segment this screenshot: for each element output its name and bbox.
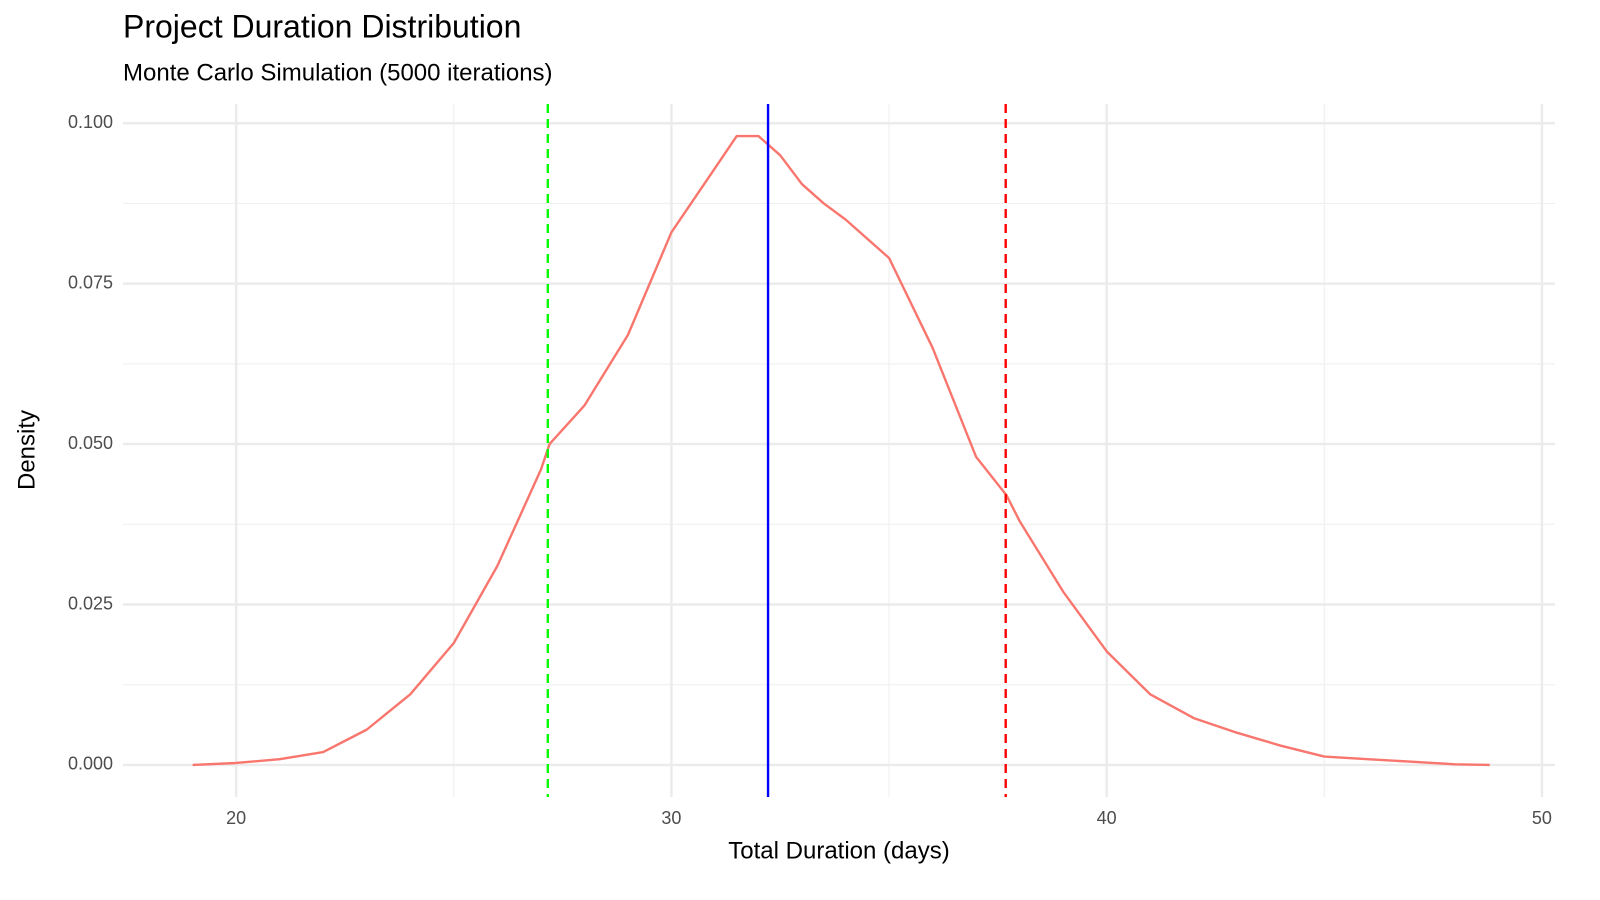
chart-subtitle: Monte Carlo Simulation (5000 iterations)	[123, 59, 553, 86]
density-line	[192, 134, 1490, 767]
x-tick-label: 50	[1532, 808, 1552, 828]
x-axis-title: Total Duration (days)	[728, 837, 949, 864]
chart-title: Project Duration Distribution	[123, 8, 521, 44]
x-tick-label: 30	[661, 808, 681, 828]
y-tick-label: 0.075	[68, 272, 113, 292]
y-tick-label: 0.025	[68, 593, 113, 613]
x-tick-label: 20	[226, 808, 246, 828]
y-tick-label: 0.000	[68, 754, 113, 774]
y-tick-label: 0.050	[68, 433, 113, 453]
x-tick-label: 40	[1097, 808, 1117, 828]
y-tick-label: 0.100	[68, 112, 113, 132]
y-axis-title: Density	[13, 410, 40, 490]
